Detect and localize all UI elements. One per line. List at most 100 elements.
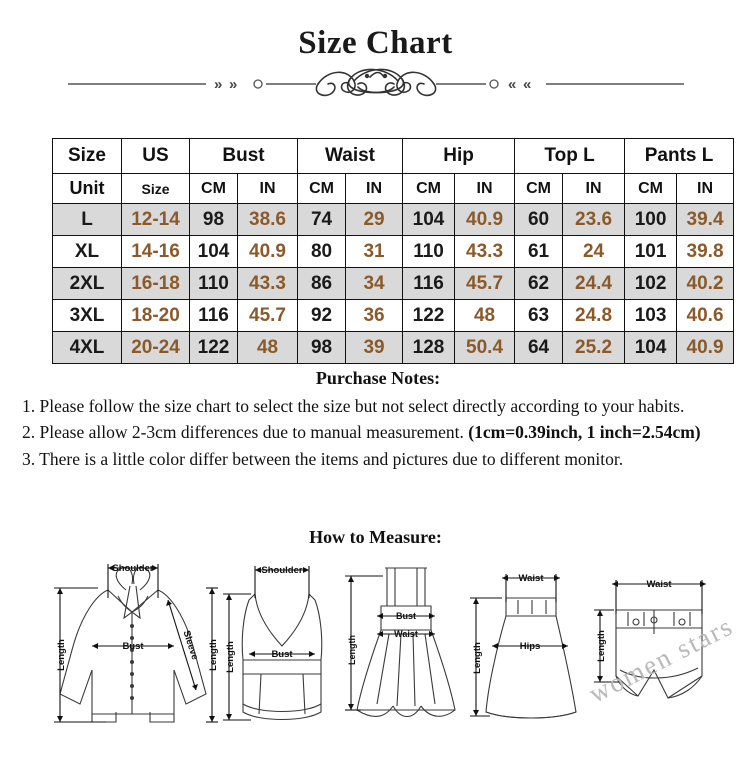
svg-text:«: « (523, 76, 531, 93)
header-hip-in: IN (454, 173, 516, 204)
header-unit: Unit (52, 173, 122, 204)
table-row: XL 14-16 104 40.9 80 31 110 43.3 61 24 1… (52, 235, 735, 268)
cell-topl-cm: 60 (514, 203, 564, 236)
cell-bust-in: 40.9 (236, 235, 299, 268)
cell-bust-cm: 122 (189, 331, 238, 364)
cell-hip-in: 40.9 (454, 203, 516, 236)
label-length: Length (596, 630, 607, 662)
table-header-unit: Unit Size CM IN CM IN CM IN CM IN CM IN (52, 173, 735, 204)
header-us-size: Size (121, 173, 190, 204)
purchase-note-2-text: 2. Please allow 2-3cm differences due to… (22, 422, 469, 443)
cell-bust-in: 38.6 (236, 203, 299, 236)
cell-waist-in: 36 (345, 299, 404, 332)
cell-size: 4XL (52, 331, 122, 364)
label-shoulder: Shoulder (261, 565, 302, 576)
header-pantsl-cm: CM (624, 173, 678, 204)
table-row: 2XL 16-18 110 43.3 86 34 116 45.7 62 24.… (52, 267, 735, 300)
diagram-skirt: Waist Hips Length (468, 554, 590, 734)
cell-topl-cm: 63 (514, 299, 564, 332)
cell-topl-in: 24.4 (562, 267, 626, 300)
cell-bust-cm: 104 (189, 235, 238, 268)
cell-waist-in: 31 (345, 235, 404, 268)
label-sleeve: Sleeve (180, 629, 200, 661)
label-length: Length (472, 642, 483, 674)
cell-us: 12-14 (121, 203, 190, 236)
label-hips: Hips (520, 641, 541, 652)
label-length-right: Length (208, 639, 219, 671)
cell-pantsl-in: 39.8 (676, 235, 735, 268)
purchase-note-3: 3. There is a little color differ betwee… (22, 448, 624, 469)
size-table-container: Size US Bust Waist Hip Top L Pants L Uni… (52, 138, 735, 364)
header-topl-in: IN (562, 173, 626, 204)
table-row: L 12-14 98 38.6 74 29 104 40.9 60 23.6 1… (52, 203, 735, 236)
header-hip-cm: CM (402, 173, 456, 204)
cell-bust-cm: 98 (189, 203, 238, 236)
cell-waist-cm: 92 (297, 299, 347, 332)
size-chart-table: Size US Bust Waist Hip Top L Pants L Uni… (52, 138, 735, 364)
header-topl-cm: CM (514, 173, 564, 204)
header-hip: Hip (402, 138, 516, 174)
cell-hip-cm: 104 (402, 203, 456, 236)
cell-waist-cm: 86 (297, 267, 347, 300)
svg-text:«: « (508, 76, 516, 93)
label-bust: Bust (271, 649, 293, 660)
cell-size: XL (52, 235, 122, 268)
cell-topl-cm: 61 (514, 235, 564, 268)
header-waist-cm: CM (297, 173, 347, 204)
cell-us: 20-24 (121, 331, 190, 364)
cell-waist-in: 39 (345, 331, 404, 364)
cell-waist-cm: 98 (297, 331, 347, 364)
header-bust-cm: CM (189, 173, 238, 204)
header-us: US (121, 138, 190, 174)
cell-pantsl-in: 39.4 (676, 203, 735, 236)
label-waist: Waist (647, 579, 673, 590)
label-shoulder: Shoulder (112, 563, 153, 574)
cell-hip-cm: 122 (402, 299, 456, 332)
table-row: 3XL 18-20 116 45.7 92 36 122 48 63 24.8 … (52, 299, 735, 332)
label-bust: Bust (396, 611, 416, 621)
cell-bust-cm: 116 (189, 299, 238, 332)
header-pants-length: Pants L (624, 138, 735, 174)
label-waist: Waist (519, 573, 545, 584)
purchase-notes-heading: Purchase Notes: (315, 368, 441, 388)
cell-waist-in: 34 (345, 267, 404, 300)
cell-pantsl-in: 40.2 (676, 267, 735, 300)
cell-size: 2XL (52, 267, 122, 300)
header-top-length: Top L (514, 138, 626, 174)
title-block: Size Chart (0, 0, 751, 61)
ornamental-divider: » » « « (0, 67, 751, 101)
cell-bust-in: 48 (236, 331, 299, 364)
cell-size: 3XL (52, 299, 122, 332)
cell-topl-cm: 62 (514, 267, 564, 300)
purchase-note-2: 2. Please allow 2-3cm differences due to… (22, 419, 734, 445)
svg-text:»: » (214, 76, 222, 93)
cell-topl-in: 24.8 (562, 299, 626, 332)
cell-waist-cm: 74 (297, 203, 347, 236)
svg-text:»: » (229, 76, 237, 93)
diagram-shorts: Waist Length (590, 554, 718, 734)
cell-size: L (52, 203, 122, 236)
diagram-blouse: Shoulder Bust Length Length Sleeve (46, 554, 221, 734)
label-bust: Bust (122, 641, 144, 652)
header-pantsl-in: IN (676, 173, 735, 204)
cell-topl-in: 25.2 (562, 331, 626, 364)
purchase-notes: Purchase Notes: 1. Please follow the siz… (22, 368, 734, 472)
cell-hip-cm: 116 (402, 267, 456, 300)
cell-bust-cm: 110 (189, 267, 238, 300)
cell-topl-cm: 64 (514, 331, 564, 364)
purchase-note-2-conversion: (1cm=0.39inch, 1 inch=2.54cm) (468, 422, 701, 443)
purchase-note-1: 1. Please follow the size chart to selec… (22, 396, 685, 416)
cell-topl-in: 24 (562, 235, 626, 268)
cell-hip-cm: 110 (402, 235, 456, 268)
cell-hip-in: 45.7 (454, 267, 516, 300)
label-waist: Waist (394, 629, 418, 639)
label-length: Length (225, 641, 236, 673)
cell-bust-in: 43.3 (236, 267, 299, 300)
cell-topl-in: 23.6 (562, 203, 626, 236)
cell-pantsl-cm: 101 (624, 235, 678, 268)
cell-pantsl-in: 40.6 (676, 299, 735, 332)
cell-pantsl-cm: 100 (624, 203, 678, 236)
measurement-diagrams: Shoulder Bust Length Length Sleeve (46, 548, 714, 734)
cell-hip-in: 50.4 (454, 331, 516, 364)
table-header-main: Size US Bust Waist Hip Top L Pants L (52, 138, 735, 174)
